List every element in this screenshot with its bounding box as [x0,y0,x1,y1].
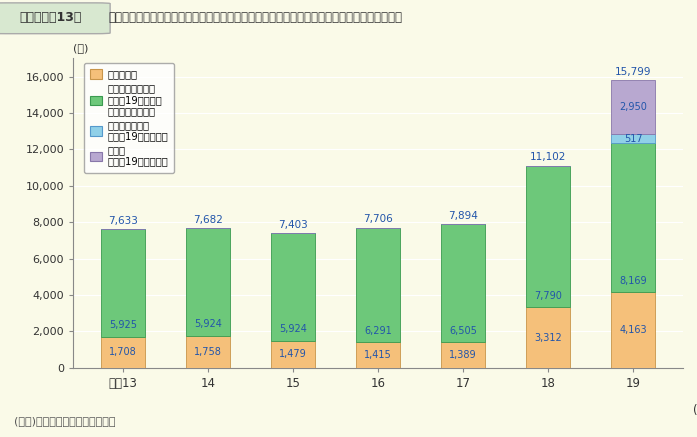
Text: 5,924: 5,924 [279,324,307,334]
Text: 6,291: 6,291 [365,326,392,336]
Text: 5,925: 5,925 [109,320,137,330]
Text: 11,102: 11,102 [530,153,567,163]
Bar [441,343,485,368]
Text: 6,505: 6,505 [450,326,477,336]
Bar [441,224,485,343]
Bar [526,308,570,368]
Text: 5,924: 5,924 [194,319,222,329]
Bar [101,229,145,336]
Text: 7,633: 7,633 [108,215,138,225]
Text: 7,403: 7,403 [278,220,308,230]
Text: 1,708: 1,708 [109,347,137,357]
Bar [611,143,655,292]
Bar [271,233,315,341]
Text: 517: 517 [624,134,643,144]
Text: (備考)厚生労働省資料より作成。: (備考)厚生労働省資料より作成。 [14,416,116,427]
Legend: 事業主から, 女性労働者等から
（平成19年度以降
女性労働者のみ）, 男性労働者から
（平成19年度以降）, その他
（平成19年度以降）: 事業主から, 女性労働者等から （平成19年度以降 女性労働者のみ）, 男性労働… [84,63,174,173]
Text: (件): (件) [72,43,89,53]
Text: 1,758: 1,758 [194,347,222,357]
Text: 第１－５－13図: 第１－５－13図 [20,10,82,24]
Text: 4,163: 4,163 [620,325,647,335]
Text: 7,706: 7,706 [363,214,393,224]
Text: 1,415: 1,415 [365,350,392,360]
FancyBboxPatch shape [0,3,110,34]
Bar [611,134,655,143]
Text: 7,682: 7,682 [193,215,223,225]
Text: 都道府県労働局雇用均等室に寄せられた職場におけるセクシュアル・ハラスメントの相談件数: 都道府県労働局雇用均等室に寄せられた職場におけるセクシュアル・ハラスメントの相談… [108,10,402,24]
Bar [611,80,655,134]
Bar [356,342,400,368]
Bar [186,336,230,368]
Bar [186,228,230,336]
Text: 1,389: 1,389 [450,350,477,360]
Bar [356,228,400,342]
Text: 7,790: 7,790 [535,291,562,301]
Bar [526,166,570,308]
Bar [611,292,655,368]
Text: 3,312: 3,312 [535,333,562,343]
Text: 8,169: 8,169 [620,276,647,286]
Text: 7,894: 7,894 [448,211,478,221]
Bar [271,341,315,368]
Text: 1,479: 1,479 [279,349,307,359]
Text: (年度): (年度) [693,404,697,417]
Text: 2,950: 2,950 [620,102,648,112]
Text: 15,799: 15,799 [615,67,652,77]
Bar [101,336,145,368]
